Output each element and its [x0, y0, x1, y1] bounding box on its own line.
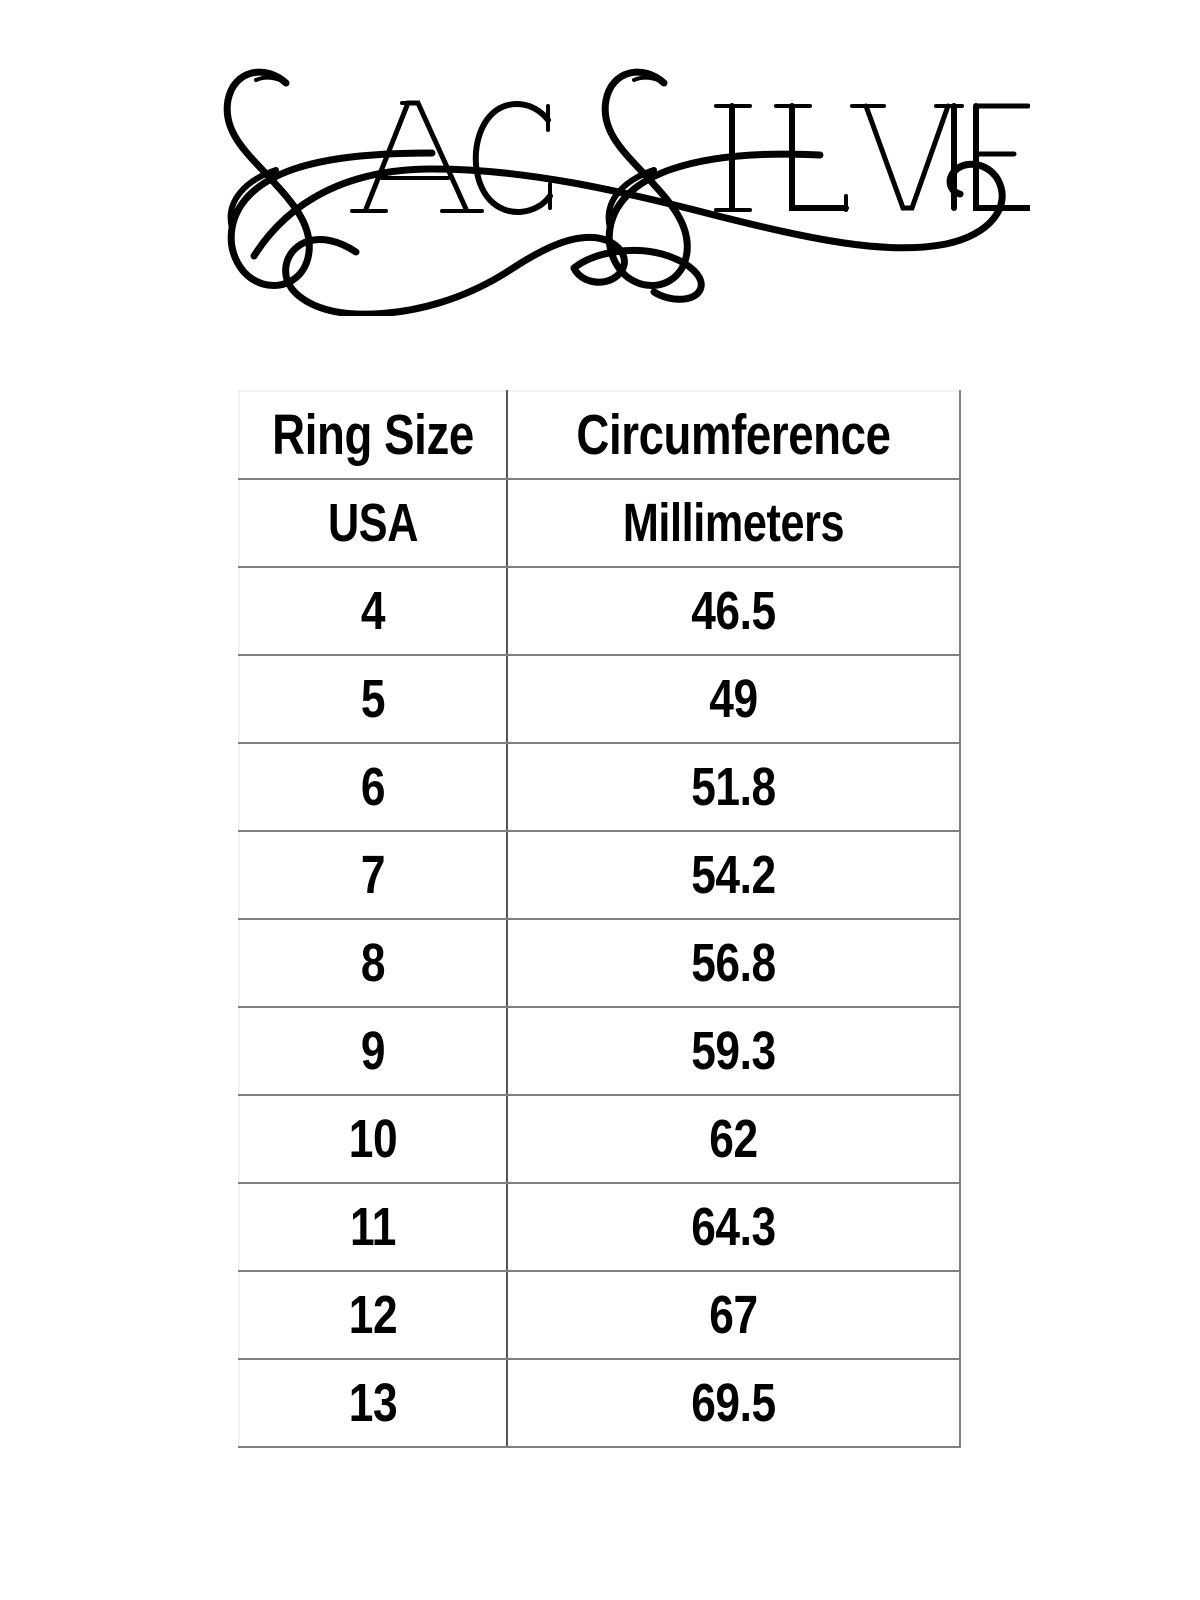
cell-ring-size: 9: [238, 1006, 508, 1096]
cell-circumference: 46.5: [506, 566, 961, 656]
header-unit-usa: USA: [238, 478, 508, 568]
cell-circumference: 56.8: [506, 918, 961, 1008]
cell-circumference: 62: [506, 1094, 961, 1184]
header-circumference: Circumference: [506, 390, 961, 480]
cell-circumference: 67: [506, 1270, 961, 1360]
cell-ring-size: 10: [238, 1094, 508, 1184]
cell-ring-size: 8: [238, 918, 508, 1008]
cell-ring-size-value: 4: [360, 581, 386, 641]
header-unit-millimeters: Millimeters: [506, 478, 961, 568]
table-header-row-group: Ring Size Circumference: [238, 390, 961, 480]
cell-circumference: 51.8: [506, 742, 961, 832]
cell-ring-size-value: 5: [360, 669, 386, 729]
table-row: 13 69.5: [238, 1358, 961, 1448]
cell-ring-size-value: 6: [360, 757, 386, 817]
table-row: 12 67: [238, 1270, 961, 1360]
cell-ring-size-value: 13: [348, 1373, 398, 1433]
sac-silver-logo: [223, 68, 1030, 316]
cell-circumference-value: 56.8: [691, 933, 776, 993]
cell-circumference: 64.3: [506, 1182, 961, 1272]
letter-a-first: [350, 100, 484, 213]
cell-ring-size-value: 7: [360, 845, 386, 905]
cell-ring-size-value: 10: [348, 1109, 398, 1169]
ring-size-chart: Ring Size Circumference USA Millimeters …: [238, 390, 961, 1448]
cell-ring-size: 12: [238, 1270, 508, 1360]
letter-c-first: [472, 101, 553, 215]
logo-header: [0, 0, 1200, 372]
cell-ring-size-value: 11: [350, 1197, 396, 1257]
cell-circumference-value: 49: [709, 669, 758, 729]
table-row: 10 62: [238, 1094, 961, 1184]
table-row: 11 64.3: [238, 1182, 961, 1272]
cell-ring-size: 4: [238, 566, 508, 656]
table-row: 9 59.3: [238, 1006, 961, 1096]
table-row: 4 46.5: [238, 566, 961, 656]
table-header-row-units: USA Millimeters: [238, 478, 961, 568]
cell-circumference-value: 62: [709, 1109, 758, 1169]
header-circumference-label: Circumference: [576, 402, 891, 467]
header-ring-size: Ring Size: [238, 390, 508, 480]
cell-circumference: 59.3: [506, 1006, 961, 1096]
table-row: 7 54.2: [238, 830, 961, 920]
cell-ring-size: 11: [238, 1182, 508, 1272]
cell-ring-size-value: 12: [348, 1285, 398, 1345]
header-unit-millimeters-label: Millimeters: [622, 493, 845, 553]
underline-flourish-icon: [250, 160, 1006, 316]
cell-circumference-value: 54.2: [691, 845, 776, 905]
cell-circumference-value: 59.3: [691, 1021, 776, 1081]
cell-circumference: 49: [506, 654, 961, 744]
cell-ring-size: 13: [238, 1358, 508, 1448]
table-header: Ring Size Circumference USA Millimeters: [238, 390, 961, 568]
table-row: 6 51.8: [238, 742, 961, 832]
table-row: 8 56.8: [238, 918, 961, 1008]
cell-circumference-value: 67: [709, 1285, 758, 1345]
header-ring-size-label: Ring Size: [272, 402, 474, 467]
cell-ring-size: 7: [238, 830, 508, 920]
cell-ring-size: 6: [238, 742, 508, 832]
table-row: 5 49: [238, 654, 961, 744]
table-body: 4 46.5 5 49 6 51.8: [238, 566, 961, 1448]
cell-circumference: 54.2: [506, 830, 961, 920]
cell-circumference: 69.5: [506, 1358, 961, 1448]
ring-size-table: Ring Size Circumference USA Millimeters …: [238, 390, 961, 1448]
cell-circumference-value: 46.5: [691, 581, 776, 641]
cell-circumference-value: 51.8: [691, 757, 776, 817]
cell-ring-size-value: 9: [360, 1021, 386, 1081]
cell-circumference-value: 69.5: [691, 1373, 776, 1433]
header-unit-usa-label: USA: [327, 493, 418, 553]
cell-ring-size-value: 8: [360, 933, 386, 993]
cell-circumference-value: 64.3: [691, 1197, 776, 1257]
letters-ilver: [714, 103, 1030, 212]
cell-ring-size: 5: [238, 654, 508, 744]
